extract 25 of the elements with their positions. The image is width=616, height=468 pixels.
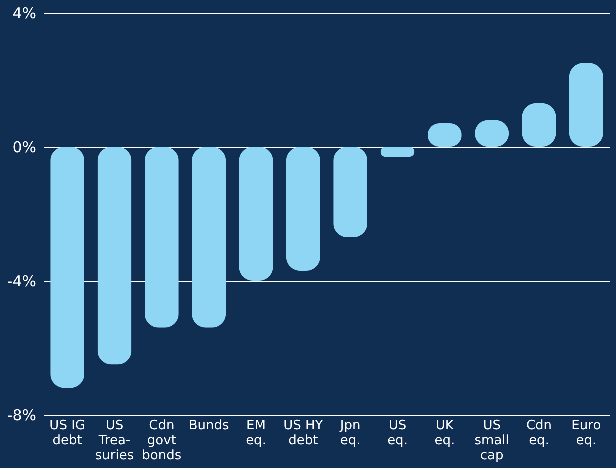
y-tick-label: 4% [12, 4, 36, 22]
x-tick-label: US IG debt [50, 418, 86, 448]
x-tick-label: US eq. [388, 418, 408, 448]
x-tick-label: Jpn eq. [339, 418, 361, 448]
x-tick-label: Cdn govt bonds [142, 418, 182, 464]
bar [144, 147, 179, 328]
bar [192, 147, 226, 328]
x-tick-label: UK eq. [434, 418, 456, 448]
bar [569, 63, 604, 147]
x-tick-label: Cdn eq. [526, 418, 552, 448]
x-tick-label: US small cap [474, 418, 510, 464]
x-tick-label: Euro eq. [572, 418, 602, 448]
x-tick-label: Bunds [188, 418, 230, 434]
x-tick-label: EM eq. [246, 418, 266, 448]
bar [239, 147, 274, 281]
bar [50, 147, 85, 388]
bar [334, 147, 368, 238]
x-tick-label: US HY debt [284, 418, 324, 448]
bar [98, 147, 132, 365]
x-tick-label: US Trea- suries [95, 418, 134, 464]
bar [380, 147, 415, 158]
y-tick-label: 0% [12, 138, 36, 156]
y-tick-label: -4% [7, 272, 36, 290]
y-tick-label: -8% [7, 406, 36, 424]
bar [286, 147, 320, 271]
